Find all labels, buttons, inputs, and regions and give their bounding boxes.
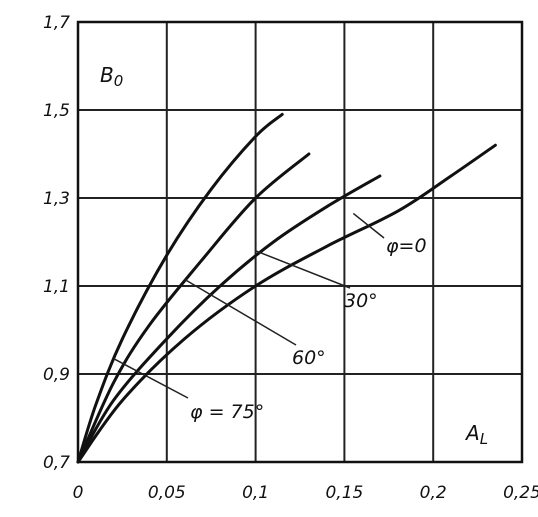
x-tick-labels: 0 0,05 0,1 0,15 0,2 0,25 [73, 483, 538, 503]
x-axis-label: AL [464, 421, 488, 448]
x-axis-label-sub: L [480, 430, 488, 448]
curves [76, 112, 497, 464]
plot-frame [76, 20, 524, 464]
annotation-leaders [113, 212, 385, 399]
leader-line-0 [113, 357, 189, 399]
leader-line-2 [255, 250, 351, 289]
y-tick-label-0: 0,7 [43, 453, 70, 473]
grid [78, 22, 522, 462]
annotation-phi-0: φ=0 [386, 235, 427, 257]
series-line-1 [76, 152, 311, 464]
x-tick-label-5: 0,25 [503, 483, 538, 503]
y-axis-label: B0 [100, 63, 123, 90]
y-tick-label-2: 1,1 [43, 277, 70, 297]
leader-line-3 [352, 212, 385, 239]
annotation-60: 60° [292, 347, 326, 369]
y-tick-label-5: 1,7 [43, 13, 70, 33]
annotation-30: 30° [344, 290, 378, 312]
series-line-0 [76, 112, 284, 464]
y-tick-labels: 0,7 0,9 1,1 1,3 1,5 1,7 [43, 13, 70, 473]
x-tick-label-3: 0,15 [325, 483, 363, 503]
leader-line-1 [184, 278, 297, 346]
series-line-2 [76, 174, 382, 464]
annotation-phi-75: φ = 75° [190, 401, 264, 423]
series-line-3 [76, 143, 497, 464]
x-tick-label-0: 0 [73, 483, 84, 503]
x-tick-label-2: 0,1 [242, 483, 269, 503]
x-tick-label-1: 0,05 [148, 483, 186, 503]
y-axis-label-main: B [100, 63, 114, 87]
y-axis-label-sub: 0 [114, 72, 124, 90]
x-axis-label-main: A [464, 421, 480, 445]
x-tick-label-4: 0,2 [420, 483, 447, 503]
y-tick-label-1: 0,9 [43, 365, 70, 385]
y-tick-label-4: 1,5 [43, 101, 70, 121]
y-tick-label-3: 1,3 [43, 189, 70, 209]
